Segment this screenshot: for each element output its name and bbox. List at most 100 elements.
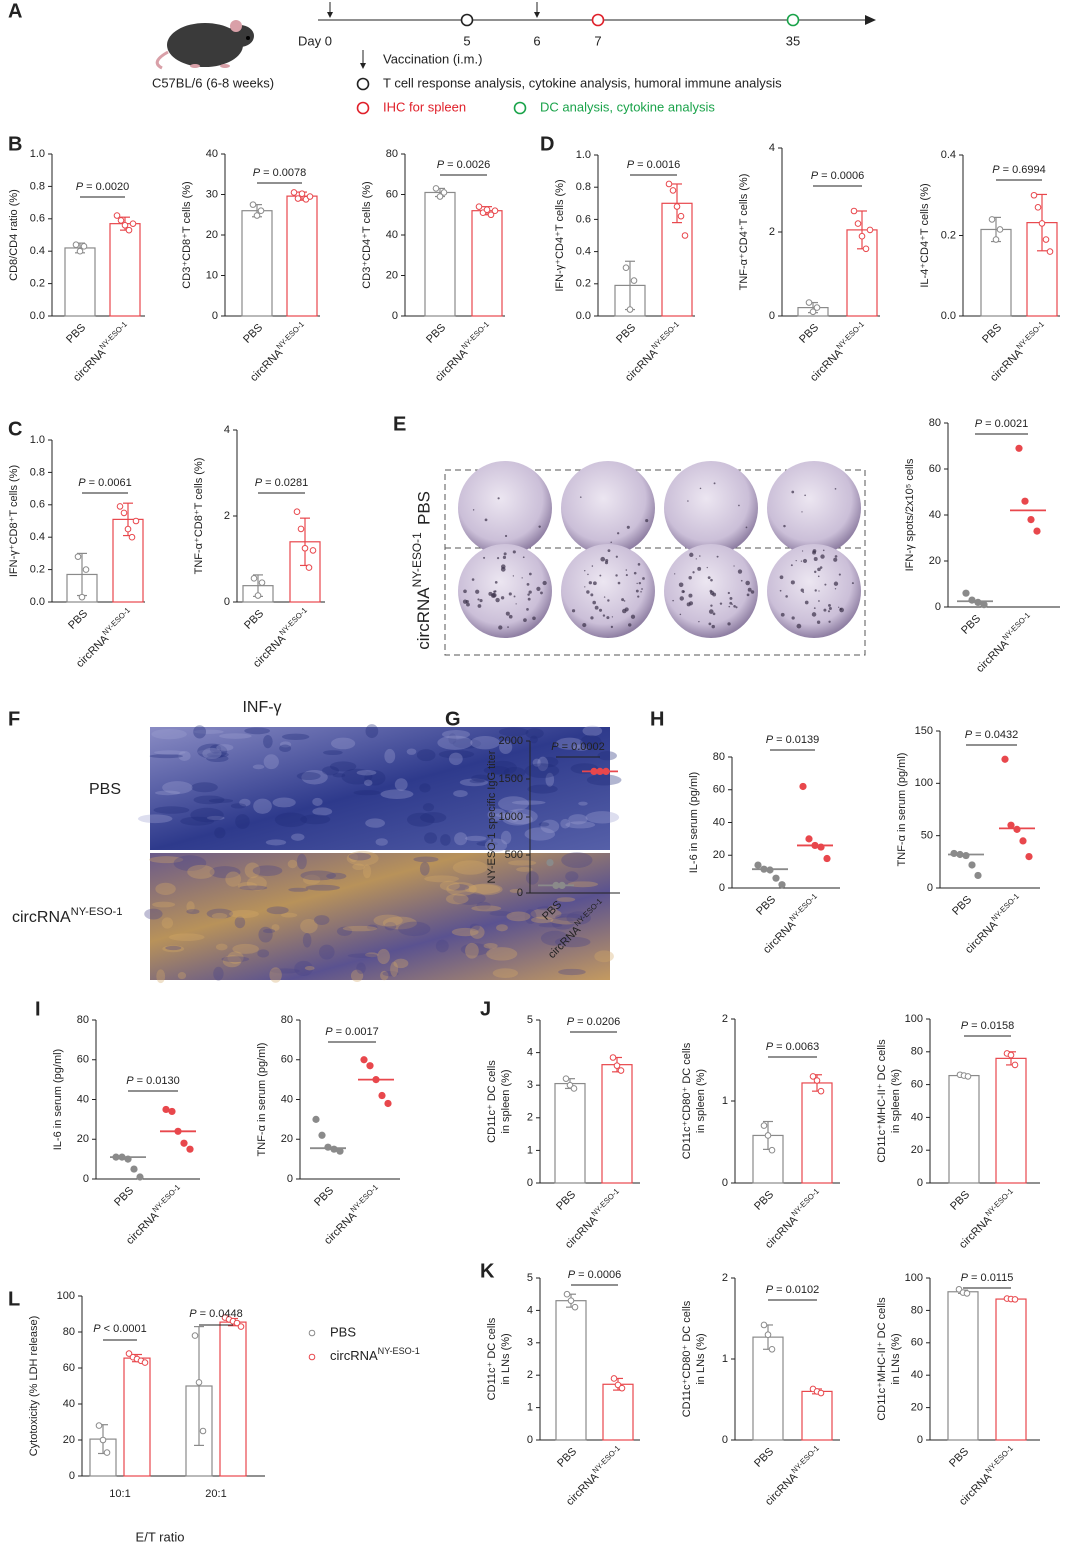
y-tick-label: 0.6: [30, 213, 45, 225]
y-tick-label: 100: [915, 777, 933, 789]
y-tick-label: 30: [206, 188, 218, 200]
data-point: [309, 547, 317, 554]
y-tick-label: 2: [224, 510, 230, 522]
bar: [601, 1064, 633, 1184]
elispot-spot: [688, 593, 693, 598]
elispot-spot: [817, 567, 821, 572]
y-tick-label: 2000: [499, 735, 523, 747]
data-point: [294, 195, 302, 202]
bar: [995, 1057, 1027, 1184]
p-rest: = 0.0432: [972, 729, 1018, 741]
p-value: P = 0.0020: [76, 181, 130, 193]
elispot-spot: [623, 600, 626, 602]
elispot-spot: [746, 593, 750, 597]
ihc-texture: [594, 950, 614, 963]
elispot-spot: [594, 605, 599, 610]
data-point: [336, 1147, 344, 1155]
y-axis-label: TNF-α⁺CD8⁺T cells (%): [193, 458, 205, 575]
elispot-spot: [817, 575, 820, 578]
y-axis-label: CD11c⁺CD80⁺ DC cells: [681, 1300, 693, 1417]
elispot-spot: [497, 497, 500, 500]
ihc-texture: [253, 798, 272, 814]
y-tick-label: 0: [69, 1470, 75, 1482]
elispot-spot: [615, 555, 618, 558]
data-point: [805, 299, 813, 306]
data-point: [233, 1319, 241, 1327]
elispot-spot: [526, 608, 529, 611]
x-tick-label-main: circRNA: [957, 1470, 994, 1507]
elispot-spot: [522, 556, 525, 559]
ihc-texture: [312, 797, 323, 807]
elispot-spot: [483, 556, 486, 559]
data-point: [305, 564, 313, 571]
ihc-texture: [390, 961, 399, 977]
y-tick-label: 20: [386, 269, 398, 281]
data-point: [980, 601, 988, 609]
y-tick-label: 0.4: [941, 149, 956, 161]
ihc-texture: [448, 733, 457, 745]
elispot-spot: [602, 614, 606, 617]
ihc-texture: [221, 956, 250, 963]
elispot-well: [561, 461, 655, 555]
elispot-spot: [727, 591, 730, 595]
elispot-spot: [584, 586, 586, 588]
elispot-spot: [527, 597, 531, 601]
data-point: [563, 1290, 571, 1298]
ihc-texture: [279, 744, 292, 753]
ihc-texture: [193, 795, 225, 805]
p-rest: = 0.0158: [968, 1020, 1014, 1032]
elispot-spot: [512, 575, 515, 577]
x-tick-label: PBS: [614, 322, 638, 346]
ihc-texture: [580, 734, 602, 750]
timeline-arrowhead: [865, 15, 876, 25]
elispot-frame: [444, 469, 866, 656]
y-tick-label: 1: [527, 1144, 533, 1156]
elispot-spot: [804, 494, 806, 497]
elispot-spot: [712, 612, 716, 616]
ihc-texture: [302, 932, 312, 948]
ihc-texture: [476, 901, 491, 910]
y-tick-label: 4: [224, 424, 230, 436]
p-rest: = 0.0016: [634, 159, 680, 171]
data-point: [254, 592, 262, 599]
elispot-spot: [590, 616, 594, 620]
elispot-spot: [833, 581, 839, 586]
y-tick-label: 60: [281, 1054, 293, 1066]
p-rest: = 0.0115: [968, 1272, 1013, 1284]
elispot-spot: [625, 574, 628, 577]
ihc-texture: [235, 814, 250, 829]
ihc-texture: [435, 939, 449, 953]
elispot-spot: [617, 581, 621, 585]
data-point: [306, 193, 314, 200]
data-point: [669, 187, 677, 194]
legend-label: PBS: [330, 1324, 356, 1339]
elispot-spot: [737, 569, 743, 574]
y-tick-label: 0.2: [30, 564, 45, 576]
p-rest: = 0.0017: [333, 1026, 379, 1038]
elispot-spot: [828, 620, 831, 623]
ihc-texture: [252, 764, 265, 770]
ihc-texture: [495, 813, 511, 818]
ihc-texture: [153, 806, 190, 814]
elispot-spot: [477, 604, 482, 608]
ihc-texture: [413, 856, 439, 863]
bar: [286, 195, 318, 317]
elispot-spot: [508, 614, 513, 619]
data-point: [162, 1105, 170, 1114]
ihc-texture: [202, 747, 222, 760]
data-point: [681, 232, 689, 239]
y-tick-label: 4: [527, 1047, 533, 1059]
y-tick-label: 1.0: [30, 434, 45, 446]
ihc-texture: [330, 737, 356, 750]
data-point: [1038, 220, 1046, 227]
ihc-texture: [547, 905, 558, 911]
ihc-texture: [281, 733, 310, 741]
x-tick-label-main: circRNA: [763, 1213, 800, 1250]
ihc-texture: [149, 754, 184, 759]
elispot-spot: [462, 599, 468, 604]
p-rest: < 0.0001: [101, 1323, 147, 1335]
ihc-texture: [347, 953, 378, 958]
ihc-texture: [498, 727, 529, 737]
x-tick-label-main: circRNA: [124, 1209, 161, 1246]
